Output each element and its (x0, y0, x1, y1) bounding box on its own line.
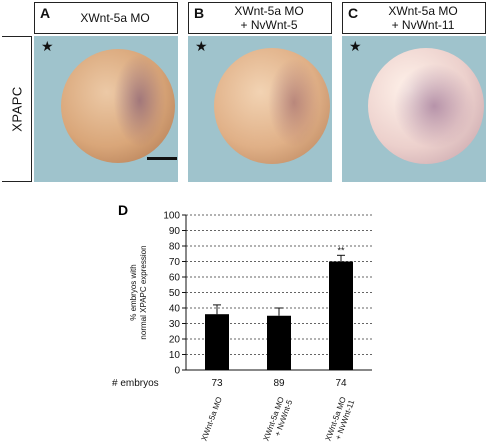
panel-a-title-line: XWnt-5a MO (80, 11, 150, 25)
embryo-count: 73 (211, 378, 223, 389)
y-tick-label: 70 (169, 257, 181, 268)
panel-b-title-line-1: XWnt-5a MO (234, 4, 304, 18)
chart-bars: ** (205, 245, 353, 370)
panel-a-header: A XWnt-5a MO (34, 2, 178, 34)
panel-a-letter: A (40, 5, 51, 21)
y-tick-label: 50 (169, 288, 181, 299)
embryo-count: 74 (335, 378, 347, 389)
star-icon: ★ (41, 38, 54, 54)
y-axis-label-text: % embryos withnormal XPAPC expression (129, 245, 148, 339)
panel-b-photo: ★ (188, 36, 332, 182)
category-label: XWnt-5a MO (200, 396, 224, 443)
chart-category-labels: XWnt-5a MO XWnt-5a MO+ NvWnt-5 XWnt-5a MO+… (200, 395, 357, 445)
panel-b-title: XWnt-5a MO + NvWnt-5 (211, 3, 327, 33)
star-icon: ★ (349, 38, 362, 54)
category-label-line: XWnt-5a MO (200, 396, 224, 443)
significance-marker: ** (337, 245, 345, 255)
y-tick-label: 60 (169, 273, 181, 284)
y-tick-label: 0 (174, 366, 180, 377)
y-tick-label: 80 (169, 242, 181, 253)
panel-d-letter: D (118, 202, 128, 218)
panel-a-photo: ★ (34, 36, 178, 182)
scale-bar (147, 157, 177, 160)
chart-y-ticks: 0 10 20 30 40 50 60 70 80 90 100 (163, 211, 186, 377)
y-tick-label: 90 (169, 226, 181, 237)
y-axis-label-line: % embryos with (129, 264, 138, 320)
y-tick-label: 30 (169, 319, 181, 330)
y-tick-label: 40 (169, 304, 181, 315)
panel-c-title-line-1: XWnt-5a MO (388, 4, 458, 18)
bar (205, 314, 229, 370)
panel-a-title: XWnt-5a MO (57, 3, 173, 33)
panel-c-title: XWnt-5a MO + NvWnt-11 (365, 3, 481, 33)
bar (267, 315, 291, 370)
chart-y-axis-label: % embryos withnormal XPAPC expression (129, 245, 148, 339)
panel-c-header: C XWnt-5a MO + NvWnt-11 (342, 2, 486, 34)
panel-c-letter: C (348, 5, 359, 21)
category-label: XWnt-5a MO+ NvWnt-5 (262, 395, 295, 445)
panel-b-letter: B (194, 5, 205, 21)
embryo-b (214, 48, 330, 164)
star-icon: ★ (195, 38, 208, 54)
panel-b-title-line-2: + NvWnt-5 (240, 18, 298, 32)
panel-c-title-line-2: + NvWnt-11 (391, 18, 455, 32)
chart-embryo-counts: # embryos 73 89 74 (112, 378, 347, 389)
y-axis-label-line: normal XPAPC expression (139, 245, 148, 339)
embryo-c (368, 48, 484, 164)
y-tick-label: 10 (169, 350, 181, 361)
panel-c-photo: ★ (342, 36, 486, 182)
embryo-count-label: # embryos (112, 378, 159, 389)
embryo-count: 89 (273, 378, 285, 389)
bar (329, 261, 353, 370)
xpapc-side-label: XPAPC (2, 36, 32, 182)
panel-b-header: B XWnt-5a MO + NvWnt-5 (188, 2, 332, 34)
category-label: XWnt-5a MO+ NvWnt-11 (324, 395, 357, 445)
embryo-a (61, 49, 175, 163)
y-tick-label: 100 (163, 211, 180, 222)
y-tick-label: 20 (169, 335, 181, 346)
